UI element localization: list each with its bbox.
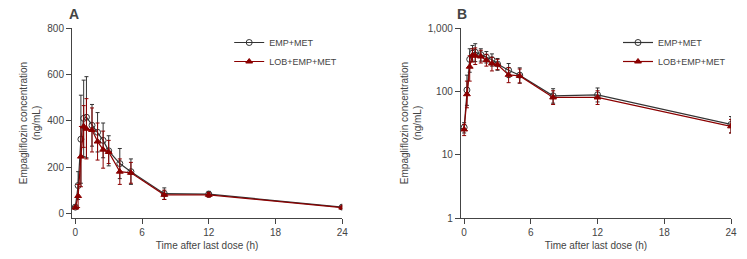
- svg-text:1: 1: [447, 213, 453, 224]
- svg-text:B: B: [457, 6, 467, 22]
- svg-text:6: 6: [139, 227, 145, 238]
- svg-text:24: 24: [337, 227, 349, 238]
- svg-text:12: 12: [592, 227, 604, 238]
- svg-text:400: 400: [47, 115, 64, 126]
- svg-text:A: A: [69, 6, 79, 22]
- svg-text:600: 600: [47, 69, 64, 80]
- svg-text:Time after last dose (h): Time after last dose (h): [156, 240, 258, 251]
- svg-text:EMP+MET: EMP+MET: [269, 38, 313, 48]
- svg-text:200: 200: [47, 162, 64, 173]
- svg-text:1,000: 1,000: [428, 23, 453, 34]
- svg-text:Empagliflozin concentration(ng: Empagliflozin concentration(ng/mL): [399, 62, 423, 184]
- svg-text:10: 10: [442, 149, 454, 160]
- svg-text:24: 24: [725, 227, 737, 238]
- svg-text:18: 18: [270, 227, 282, 238]
- svg-text:800: 800: [47, 23, 64, 34]
- svg-text:LOB+EMP+MET: LOB+EMP+MET: [658, 57, 726, 67]
- svg-text:6: 6: [528, 227, 534, 238]
- svg-text:LOB+EMP+MET: LOB+EMP+MET: [269, 57, 337, 67]
- svg-text:0: 0: [73, 227, 79, 238]
- svg-text:EMP+MET: EMP+MET: [658, 38, 702, 48]
- svg-text:0: 0: [461, 227, 467, 238]
- svg-text:Time after last dose (h): Time after last dose (h): [545, 240, 647, 251]
- svg-text:100: 100: [436, 86, 453, 97]
- svg-text:12: 12: [203, 227, 215, 238]
- svg-text:0: 0: [58, 208, 64, 219]
- svg-text:Empagliflozin concentration(ng: Empagliflozin concentration(ng/mL): [18, 62, 42, 184]
- svg-text:18: 18: [659, 227, 671, 238]
